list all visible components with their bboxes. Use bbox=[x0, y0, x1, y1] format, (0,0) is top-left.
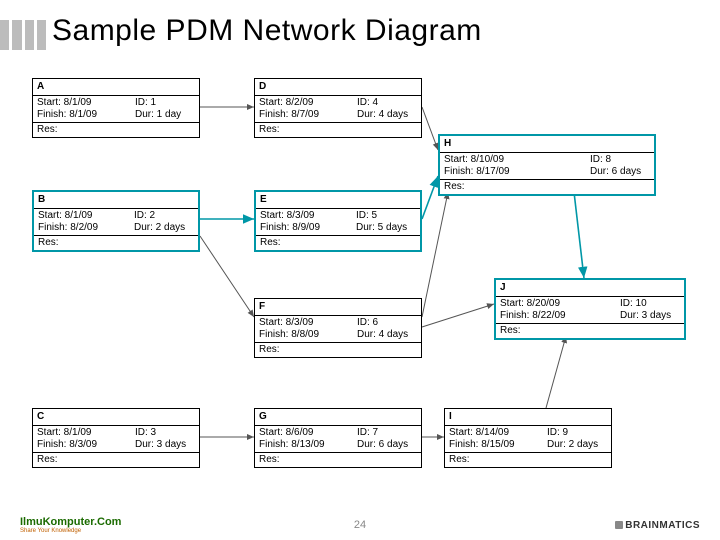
footer-left-sub: Share Your Knowledge bbox=[20, 528, 121, 534]
edge-H-J bbox=[574, 192, 584, 278]
edge-F-H bbox=[422, 192, 448, 317]
node-res: Res: bbox=[496, 323, 684, 338]
node-body: Start: 8/10/09ID: 8Finish: 8/17/09Dur: 6… bbox=[440, 153, 654, 179]
footer-left-text: IlmuKomputer.Com bbox=[20, 516, 121, 528]
node-F: FStart: 8/3/09ID: 6Finish: 8/8/09Dur: 4 … bbox=[254, 298, 422, 358]
node-res: Res: bbox=[440, 179, 654, 194]
node-res: Res: bbox=[255, 122, 421, 137]
page-number: 24 bbox=[354, 519, 366, 531]
node-body: Start: 8/1/09ID: 3Finish: 8/3/09Dur: 3 d… bbox=[33, 426, 199, 452]
node-res: Res: bbox=[255, 342, 421, 357]
node-C: CStart: 8/1/09ID: 3Finish: 8/3/09Dur: 3 … bbox=[32, 408, 200, 468]
node-D: DStart: 8/2/09ID: 4Finish: 8/7/09Dur: 4 … bbox=[254, 78, 422, 138]
node-header: J bbox=[496, 280, 684, 297]
footer-logo-right: BRAINMATICS bbox=[615, 520, 700, 531]
node-res: Res: bbox=[255, 452, 421, 467]
node-header: A bbox=[33, 79, 199, 96]
page-title: Sample PDM Network Diagram bbox=[52, 14, 482, 48]
footer: IlmuKomputer.Com Share Your Knowledge 24… bbox=[0, 510, 720, 540]
node-H: HStart: 8/10/09ID: 8Finish: 8/17/09Dur: … bbox=[438, 134, 656, 196]
node-header: B bbox=[34, 192, 198, 209]
node-header: G bbox=[255, 409, 421, 426]
node-body: Start: 8/3/09ID: 6Finish: 8/8/09Dur: 4 d… bbox=[255, 316, 421, 342]
node-header: C bbox=[33, 409, 199, 426]
slide-decor bbox=[0, 20, 46, 50]
node-res: Res: bbox=[445, 452, 611, 467]
node-res: Res: bbox=[33, 452, 199, 467]
edge-E-H bbox=[422, 176, 438, 219]
edge-D-H bbox=[422, 107, 438, 150]
edge-I-J bbox=[546, 336, 566, 408]
edge-B-F bbox=[200, 236, 254, 317]
footer-right-text: BRAINMATICS bbox=[625, 520, 700, 531]
node-header: E bbox=[256, 192, 420, 209]
node-I: IStart: 8/14/09ID: 9Finish: 8/15/09Dur: … bbox=[444, 408, 612, 468]
diagram-canvas: AStart: 8/1/09ID: 1Finish: 8/1/09Dur: 1 … bbox=[0, 60, 720, 490]
node-res: Res: bbox=[34, 235, 198, 250]
node-header: D bbox=[255, 79, 421, 96]
node-body: Start: 8/20/09ID: 10Finish: 8/22/09Dur: … bbox=[496, 297, 684, 323]
node-J: JStart: 8/20/09ID: 10Finish: 8/22/09Dur:… bbox=[494, 278, 686, 340]
node-header: F bbox=[255, 299, 421, 316]
node-G: GStart: 8/6/09ID: 7Finish: 8/13/09Dur: 6… bbox=[254, 408, 422, 468]
node-header: I bbox=[445, 409, 611, 426]
node-body: Start: 8/1/09ID: 2Finish: 8/2/09Dur: 2 d… bbox=[34, 209, 198, 235]
node-E: EStart: 8/3/09ID: 5Finish: 8/9/09Dur: 5 … bbox=[254, 190, 422, 252]
node-body: Start: 8/1/09ID: 1Finish: 8/1/09Dur: 1 d… bbox=[33, 96, 199, 122]
node-body: Start: 8/2/09ID: 4Finish: 8/7/09Dur: 4 d… bbox=[255, 96, 421, 122]
node-A: AStart: 8/1/09ID: 1Finish: 8/1/09Dur: 1 … bbox=[32, 78, 200, 138]
node-B: BStart: 8/1/09ID: 2Finish: 8/2/09Dur: 2 … bbox=[32, 190, 200, 252]
footer-logo-left: IlmuKomputer.Com Share Your Knowledge bbox=[20, 516, 121, 534]
node-res: Res: bbox=[256, 235, 420, 250]
edge-F-J bbox=[422, 304, 494, 327]
node-body: Start: 8/3/09ID: 5Finish: 8/9/09Dur: 5 d… bbox=[256, 209, 420, 235]
node-res: Res: bbox=[33, 122, 199, 137]
node-header: H bbox=[440, 136, 654, 153]
node-body: Start: 8/14/09ID: 9Finish: 8/15/09Dur: 2… bbox=[445, 426, 611, 452]
node-body: Start: 8/6/09ID: 7Finish: 8/13/09Dur: 6 … bbox=[255, 426, 421, 452]
